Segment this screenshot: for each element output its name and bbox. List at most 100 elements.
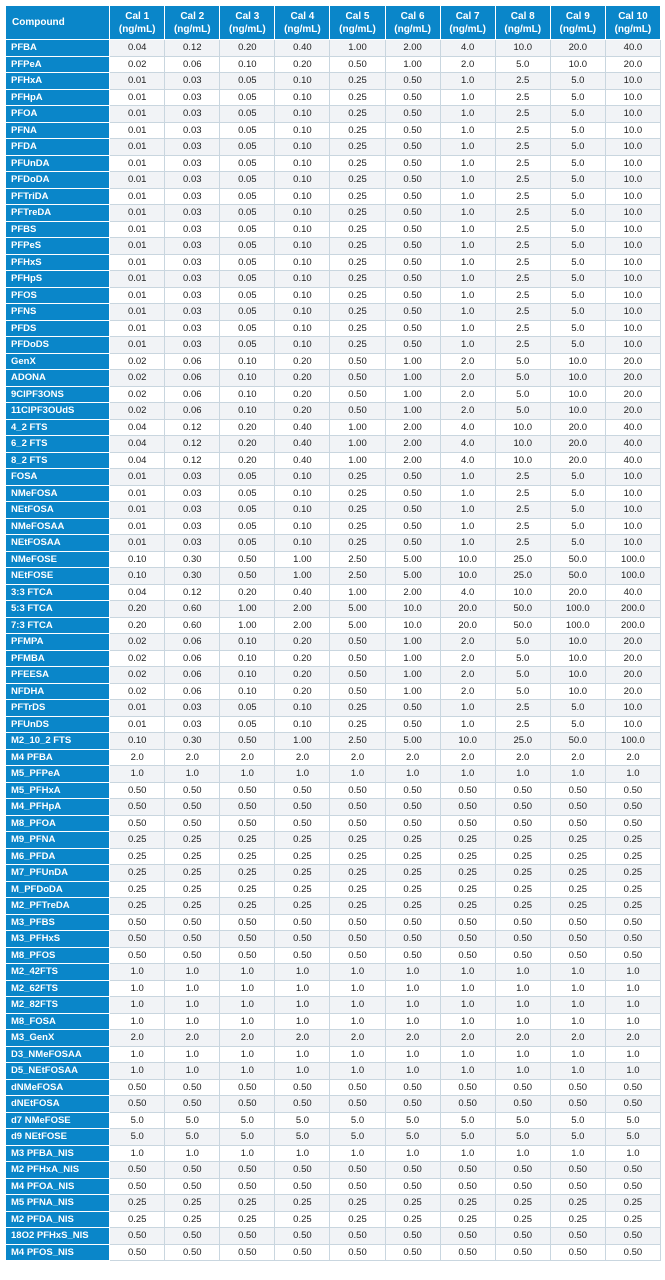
cal-value: 2.5 xyxy=(494,270,551,288)
cal-value: 0.50 xyxy=(164,781,221,799)
cal-value: 1.0 xyxy=(329,963,386,981)
table-row: NEtFOSE 0.10 0.30 0.50 1.00 2.50 5.00 10.0 25.0 5… xyxy=(4,567,662,585)
cal-value: 0.10 xyxy=(109,550,166,568)
cal-value: 0.03 xyxy=(164,88,221,106)
compound-name: dNEtFOSA xyxy=(4,1095,111,1113)
cal-value: 10.0 xyxy=(604,715,662,733)
cal-value: 1.00 xyxy=(329,451,386,469)
cal-value: 2.0 xyxy=(109,748,166,766)
cal-value: 0.25 xyxy=(329,1210,386,1228)
cal-value: 1.0 xyxy=(439,105,496,123)
cal-value: 0.06 xyxy=(164,649,221,667)
cal-value: 0.25 xyxy=(439,897,496,915)
compound-name: D5_NEtFOSAA xyxy=(4,1062,111,1080)
cal-value: 0.25 xyxy=(329,121,386,139)
cal-value: 2.5 xyxy=(494,220,551,238)
compound-name: M2 PFDA_NIS xyxy=(4,1210,111,1228)
cal-value: 200.0 xyxy=(604,600,662,618)
cal-value: 10.0 xyxy=(439,550,496,568)
cal-value: 0.03 xyxy=(164,121,221,139)
cal-value: 0.10 xyxy=(274,501,331,519)
cal-value: 2.5 xyxy=(494,154,551,172)
cal-value: 10.0 xyxy=(494,583,551,601)
cal-value: 0.10 xyxy=(274,88,331,106)
cal-value: 10.0 xyxy=(604,517,662,535)
cal-value: 1.0 xyxy=(384,996,441,1014)
cal-value: 0.02 xyxy=(109,369,166,387)
compound-name: PFTreDA xyxy=(4,204,111,222)
cal-value: 0.50 xyxy=(329,1161,386,1179)
cal-value: 0.50 xyxy=(384,187,441,205)
cal-value: 2.0 xyxy=(549,748,606,766)
cal-value: 0.50 xyxy=(549,814,606,832)
compound-name: PFHxA xyxy=(4,72,111,90)
cal-value: 1.0 xyxy=(219,1045,276,1063)
cal-value: 0.25 xyxy=(549,897,606,915)
table-row: dNEtFOSA 0.50 0.50 0.50 0.50 0.50 0.50 0.50 0.50… xyxy=(4,1095,662,1113)
table-row: M5_PFPeA 1.0 1.0 1.0 1.0 1.0 1.0 1.0 1.0 1.0 1.0 xyxy=(4,765,662,783)
cal-value: 0.25 xyxy=(329,171,386,189)
cal-value: 0.50 xyxy=(384,781,441,799)
cal-value: 0.03 xyxy=(164,204,221,222)
cal-value: 0.25 xyxy=(274,897,331,915)
cal-value: 0.50 xyxy=(384,484,441,502)
cal-value: 10.0 xyxy=(549,352,606,370)
cal-value: 0.01 xyxy=(109,319,166,337)
cal-value: 1.00 xyxy=(219,600,276,618)
compound-name: M8_FOSA xyxy=(4,1012,111,1030)
cal-value: 2.0 xyxy=(439,402,496,420)
cal-value: 0.10 xyxy=(274,72,331,90)
cal-value: 50.0 xyxy=(494,616,551,634)
cal-value: 0.06 xyxy=(164,369,221,387)
cal-value: 1.0 xyxy=(329,1045,386,1063)
table-row: NMeFOSE 0.10 0.30 0.50 1.00 2.50 5.00 10.0 25.0 5… xyxy=(4,550,662,568)
cal-value: 0.50 xyxy=(164,798,221,816)
cal-value: 5.0 xyxy=(549,72,606,90)
cal-value: 0.10 xyxy=(274,484,331,502)
cal-value: 0.40 xyxy=(274,418,331,436)
header-cal-label: Cal 1 xyxy=(125,10,150,22)
cal-value: 20.0 xyxy=(604,402,662,420)
cal-value: 0.25 xyxy=(219,1194,276,1212)
cal-value: 0.50 xyxy=(384,121,441,139)
cal-value: 0.25 xyxy=(494,831,551,849)
cal-value: 0.50 xyxy=(219,1095,276,1113)
cal-value: 0.20 xyxy=(219,583,276,601)
cal-value: 0.50 xyxy=(384,517,441,535)
cal-value: 4.0 xyxy=(439,583,496,601)
cal-value: 5.0 xyxy=(549,220,606,238)
cal-value: 5.0 xyxy=(219,1111,276,1129)
cal-value: 1.0 xyxy=(439,303,496,321)
cal-value: 0.50 xyxy=(384,930,441,948)
cal-value: 0.03 xyxy=(164,501,221,519)
cal-value: 0.50 xyxy=(384,798,441,816)
cal-value: 5.0 xyxy=(494,666,551,684)
cal-value: 0.25 xyxy=(274,864,331,882)
cal-value: 0.20 xyxy=(274,385,331,403)
cal-value: 1.00 xyxy=(329,435,386,453)
cal-value: 20.0 xyxy=(604,633,662,651)
cal-value: 0.01 xyxy=(109,237,166,255)
compound-name: PFNS xyxy=(4,303,111,321)
cal-value: 0.25 xyxy=(219,897,276,915)
cal-value: 1.0 xyxy=(439,121,496,139)
cal-value: 0.50 xyxy=(549,946,606,964)
cal-value: 0.03 xyxy=(164,237,221,255)
cal-value: 0.25 xyxy=(164,847,221,865)
cal-value: 0.50 xyxy=(384,138,441,156)
cal-value: 0.05 xyxy=(219,501,276,519)
cal-value: 5.0 xyxy=(439,1128,496,1146)
header-cal-label: Cal 5 xyxy=(345,10,370,22)
cal-value: 5.0 xyxy=(384,1111,441,1129)
cal-value: 2.00 xyxy=(384,583,441,601)
table-row: M8_FOSA 1.0 1.0 1.0 1.0 1.0 1.0 1.0 1.0 1.0 1.0 xyxy=(4,1012,662,1030)
compound-name: M3_PFBS xyxy=(4,913,111,931)
table-row: ADONA 0.02 0.06 0.10 0.20 0.50 1.00 2.0 5.0 10.0 2… xyxy=(4,369,662,387)
cal-value: 2.0 xyxy=(604,1029,662,1047)
cal-value: 0.03 xyxy=(164,534,221,552)
cal-value: 0.50 xyxy=(109,1095,166,1113)
cal-value: 0.25 xyxy=(384,831,441,849)
cal-value: 1.0 xyxy=(439,1062,496,1080)
header-cal-label: Cal 4 xyxy=(290,10,315,22)
cal-value: 0.40 xyxy=(274,451,331,469)
